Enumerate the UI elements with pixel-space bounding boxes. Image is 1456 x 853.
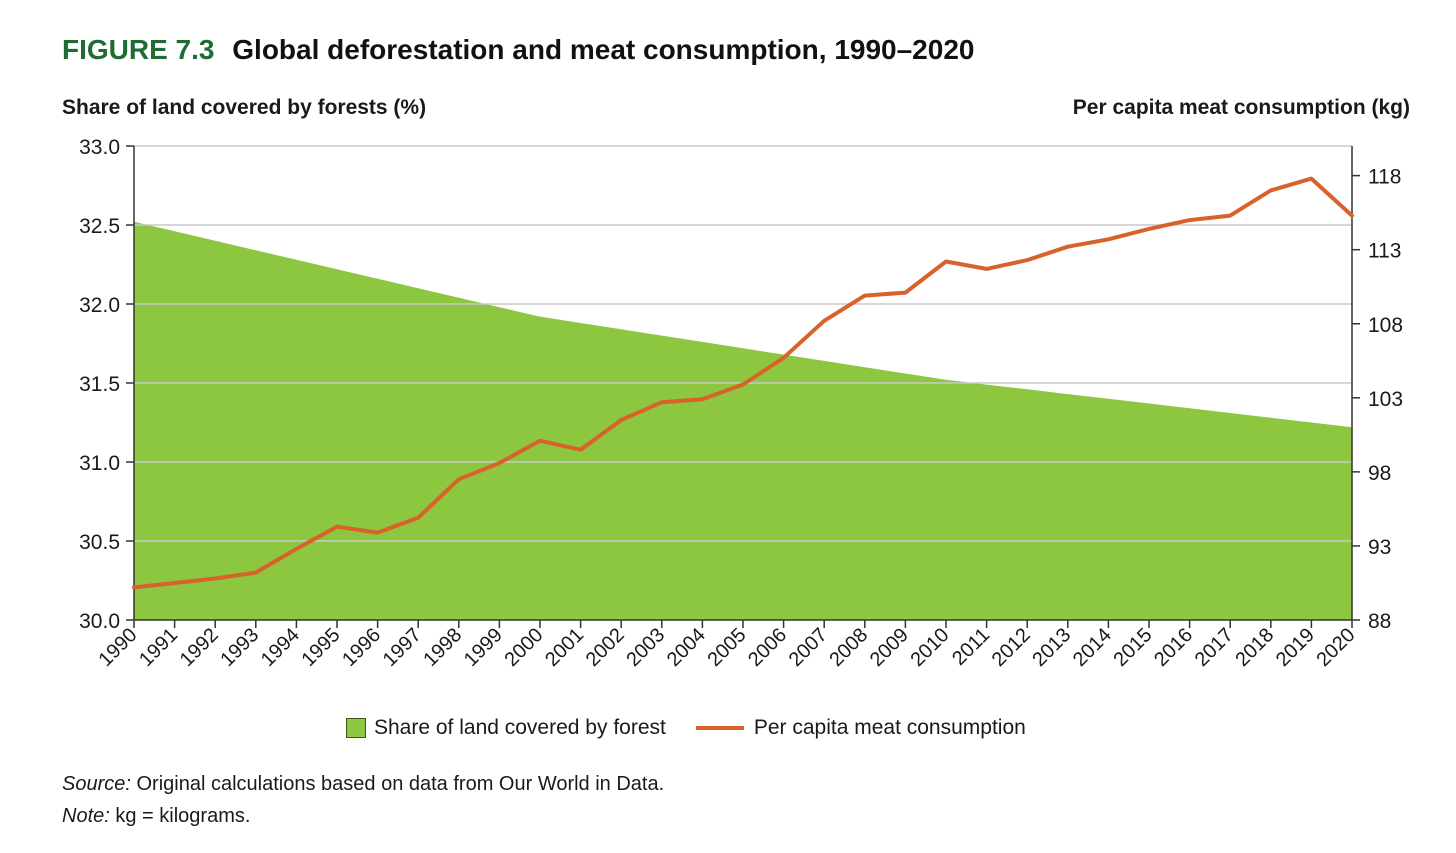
legend-label-forest: Share of land covered by forest [374,716,666,739]
x-tick-label: 2001 [541,624,588,671]
notes: Source: Original calculations based on d… [62,768,664,832]
left-tick-label: 30.5 [79,531,120,554]
right-tick-label: 108 [1368,314,1403,337]
legend-item-forest: Share of land covered by forest [346,716,666,740]
left-axis-title: Share of land covered by forests (%) [62,96,427,119]
x-tick-label: 2010 [907,624,954,671]
figure-title-text: Global deforestation and meat consumptio… [232,34,975,65]
left-tick-label: 32.5 [79,215,120,238]
x-tick-label: 2000 [501,624,548,671]
abbrev-note: Note: kg = kilograms. [62,800,664,832]
x-tick-label: 2004 [663,624,710,671]
x-tick-label: 2008 [825,624,872,671]
x-tick-label: 1991 [135,624,182,671]
x-tick-label: 1997 [379,624,426,671]
x-tick-label: 2020 [1313,624,1360,671]
left-tick-label: 31.5 [79,373,120,396]
x-tick-label: 2016 [1150,624,1197,671]
x-tick-label: 2011 [948,624,994,670]
x-tick-label: 2012 [988,624,1035,671]
right-tick-label: 98 [1368,462,1391,485]
forest-area [134,221,1352,621]
x-tick-label: 1994 [257,624,304,671]
x-tick-label: 1993 [216,624,263,671]
x-tick-label: 2007 [785,624,832,671]
legend-swatch-forest [346,718,366,738]
x-tick-label: 2006 [744,624,791,671]
right-tick-label: 118 [1368,166,1401,189]
chart: 30.0 30.5 31.0 31.5 32.0 32.5 33.0 88 93 98 103 108… [79,136,1403,671]
note-label: Note: [62,805,110,827]
source-note: Source: Original calculations based on d… [62,768,664,800]
right-tick-label: 88 [1368,610,1391,633]
x-tick-label: 1998 [419,624,466,671]
legend-label-meat: Per capita meat consumption [753,716,1026,739]
x-tick-label: 2013 [1028,624,1075,671]
note-text: kg = kilograms. [109,805,251,827]
x-tick-label: 2017 [1191,624,1238,671]
left-tick-label: 32.0 [79,294,120,317]
right-tick-label: 113 [1368,240,1401,263]
left-tick-label: 33.0 [79,136,120,159]
right-tick-label: 93 [1368,536,1391,559]
source-label: Source: [62,773,131,795]
x-tick-label: 1996 [338,624,385,671]
x-tick-label: 1992 [176,624,223,671]
legend: Share of land covered by forest Per capi… [346,716,1056,740]
x-tick-label: 1995 [298,624,345,671]
x-tick-label: 2015 [1110,624,1157,671]
left-tick-label: 30.0 [79,610,120,633]
left-tick-label: 31.0 [79,452,120,475]
x-tick-label: 1999 [460,624,507,671]
figure-title: FIGURE 7.3 Global deforestation and meat… [62,34,974,66]
x-tick-label: 2014 [1069,624,1116,671]
x-tick-label: 2009 [866,624,913,671]
x-tick-label: 2005 [704,624,751,671]
right-tick-label: 103 [1368,388,1403,411]
x-tick-label: 2003 [622,624,669,671]
legend-item-meat: Per capita meat consumption [695,716,1026,740]
source-text: Original calculations based on data from… [130,773,665,795]
x-tick-label: 2019 [1272,624,1319,671]
legend-swatch-meat [695,726,744,730]
right-axis-title: Per capita meat consumption (kg) [1072,96,1410,119]
x-tick-label: 2018 [1231,624,1278,671]
figure-label: FIGURE 7.3 [62,34,215,65]
x-tick-label: 2002 [582,624,629,671]
